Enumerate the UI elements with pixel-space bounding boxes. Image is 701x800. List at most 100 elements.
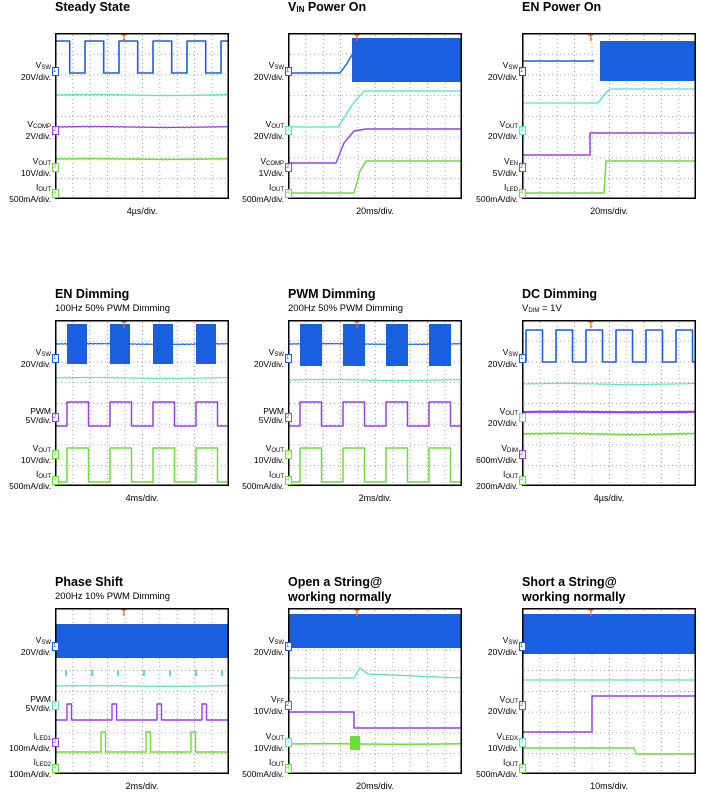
vout-ff-trace <box>522 695 696 733</box>
time-scale-label: 4µs/div. <box>593 493 625 503</box>
channel-subscript: OUT <box>271 187 284 194</box>
channel-marker: 1 <box>519 641 526 651</box>
channel-name: VOUT <box>2 443 51 456</box>
title-line: working normally <box>522 590 626 604</box>
channel-label: VOUT 20V/div. <box>469 120 518 141</box>
channel-scale: 20V/div. <box>253 646 284 657</box>
iout-transient <box>350 736 360 750</box>
channel-marker: 2 <box>285 162 292 172</box>
vout-trace <box>288 447 462 483</box>
channel-marker: 4 <box>519 189 526 199</box>
channel-label: VSW 20V/div. <box>469 347 518 369</box>
channel-name: VSW <box>2 347 51 360</box>
channel-subscript: OUT <box>505 411 518 418</box>
channel-subscript: OUT <box>38 474 51 481</box>
scope-panel: Steady State T 4µs/div. VSW 20V/div. 1 VCOMP 2V… <box>0 0 701 216</box>
channel-base: V <box>270 694 277 705</box>
channel-name: ILED2 <box>2 758 51 770</box>
channel-marker: 4 <box>285 189 292 199</box>
channel-subscript: SW <box>274 639 284 646</box>
vout-trace <box>288 667 462 679</box>
scope-grid <box>524 35 693 196</box>
title-line: Open a String@ <box>288 575 383 589</box>
channel-marker: 1 <box>285 353 292 363</box>
channel-subscript: SW <box>41 64 51 71</box>
channel-marker: 4 <box>52 476 59 486</box>
channel-label: IOUT 500mA/div. <box>235 183 284 204</box>
channel-scale: 5V/div. <box>25 415 51 426</box>
title-part: IN <box>296 5 305 14</box>
panel-title: EN Power On <box>522 0 602 14</box>
channel-name: ILED1 <box>2 731 51 744</box>
panel-subtitle: 200Hz 50% PWM Dimming <box>288 303 404 314</box>
channel-name: IOUT <box>2 470 51 482</box>
channel-base: V <box>268 59 275 70</box>
channel-label: VSW 20V/div. <box>469 635 518 657</box>
channel-name: IOUT <box>469 758 518 770</box>
channel-scale: 5V/div. <box>25 703 51 714</box>
channel-marker: 4 <box>285 764 292 774</box>
pwm-trace <box>55 684 229 688</box>
channel-marker: 3 <box>519 413 526 423</box>
channel-subscript: COMP <box>266 160 284 167</box>
vsw-burst <box>300 324 322 366</box>
channel-name: VOUT <box>469 695 518 707</box>
channel-label: VCOMP 1V/div. <box>235 155 284 178</box>
panel-title: PWM Dimming <box>288 287 376 301</box>
scope-screen: T <box>288 33 462 199</box>
channel-name: ILED <box>469 183 518 195</box>
channel-label: VLEDX 10V/div. <box>469 731 518 753</box>
vsw-baseline <box>55 342 229 346</box>
channel-marker: 4 <box>519 764 526 774</box>
channel-marker: 2 <box>519 449 526 459</box>
channel-scale: 20V/div. <box>20 646 51 657</box>
channel-name: VOUT <box>235 120 284 132</box>
channel-base: PWM <box>30 406 51 417</box>
channel-name: VSW <box>235 347 284 360</box>
channel-name: PWM <box>2 407 51 416</box>
channel-label: VSW 20V/div. <box>235 347 284 369</box>
channel-marker: 4 <box>519 476 526 486</box>
vout-trace <box>288 90 462 128</box>
scope-panel: Open a String@ working normally T 20ms/div.… <box>0 575 701 791</box>
scope-panel: Phase Shift 200Hz 10% PWM Dimming T 2ms/div… <box>0 575 701 791</box>
scope-frame <box>522 33 696 199</box>
scope-panel: VIN Power On T 20ms/div. VSW 20V/div. 1 VOUT 20… <box>0 0 701 216</box>
channel-marker: 1 <box>519 66 526 76</box>
channel-marker: 3 <box>52 162 59 172</box>
vsw-trace <box>522 329 696 363</box>
panel-title: Open a String@ working normally <box>288 575 392 605</box>
channel-scale: 200mA/div. <box>476 481 518 492</box>
channel-label: PWM 5V/div. <box>2 407 51 425</box>
channel-label: VFF 10V/div. <box>235 695 284 716</box>
channel-label: PWM 5V/div. <box>235 407 284 425</box>
channel-scale: 20V/div. <box>487 418 518 429</box>
channel-subscript: EN <box>509 160 518 167</box>
time-scale-label: 2ms/div. <box>125 781 159 791</box>
panel-subtitle: 100Hz 50% PWM Dimming <box>55 303 171 314</box>
channel-base: I <box>268 182 272 193</box>
iout-trace <box>288 160 462 194</box>
channel-base: V <box>260 155 266 166</box>
channel-label: VOUT 20V/div. <box>235 120 284 141</box>
channel-subscript: OUT <box>271 447 284 454</box>
vsw-burst <box>429 324 451 366</box>
channel-marker: 2 <box>52 413 59 423</box>
pwm-pulse <box>143 670 145 676</box>
scope-panel: DC Dimming VDIM = 1V T 4µs/div. VSW 20V/div. 1… <box>0 287 701 503</box>
pwm-pulse <box>91 670 93 676</box>
channel-label: VSW 20V/div. <box>235 635 284 657</box>
channel-scale: 20V/div. <box>20 71 51 82</box>
vff-trace <box>288 711 462 729</box>
vout-trace <box>55 157 229 161</box>
scope-frame <box>288 320 462 486</box>
channel-name: VSW <box>2 60 51 73</box>
channel-name: VFF <box>235 695 284 707</box>
title-part: Power On <box>304 0 367 14</box>
scope-screen: T <box>55 320 229 486</box>
channel-scale: 500mA/div. <box>9 194 51 205</box>
channel-marker: 3 <box>285 737 292 747</box>
channel-label: IOUT 500mA/div. <box>235 758 284 779</box>
scope-panel: EN Dimming 100Hz 50% PWM Dimming T 4ms/div.… <box>0 287 701 503</box>
scope-panel: PWM Dimming 200Hz 50% PWM Dimming T 2ms/div… <box>0 287 701 503</box>
